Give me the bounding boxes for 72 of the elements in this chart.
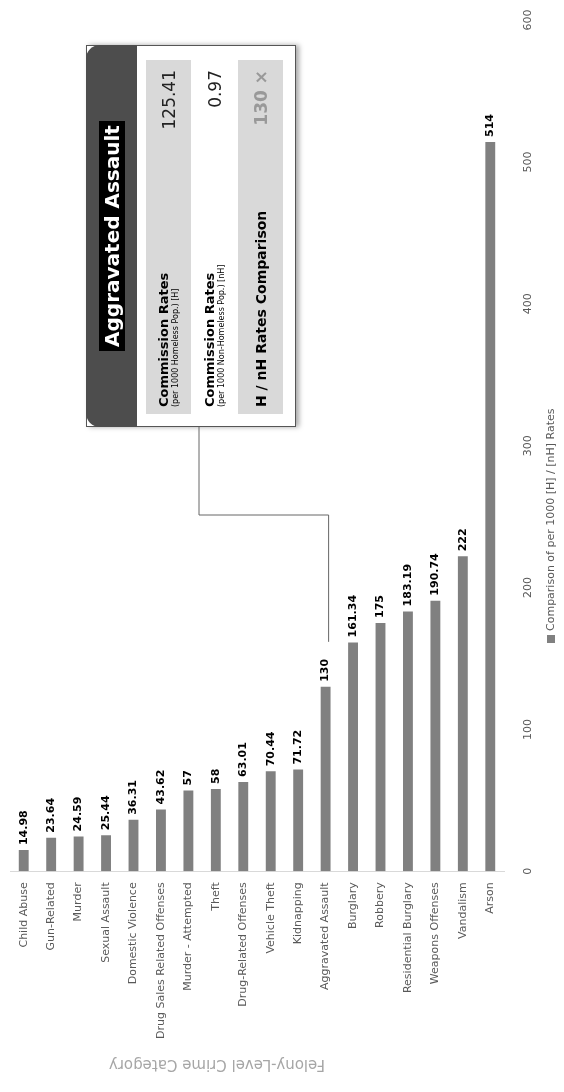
x-tick-label: Vehicle Theft bbox=[263, 881, 277, 954]
y-tick-label: 400 bbox=[520, 293, 534, 315]
data-label: 43.62 bbox=[153, 769, 167, 805]
bar bbox=[18, 850, 29, 872]
x-tick-label: Burglary bbox=[345, 881, 359, 929]
x-tick-label: Robbery bbox=[373, 881, 387, 928]
x-tick-label: Arson bbox=[483, 882, 497, 914]
x-tick-label: Sexual Assault bbox=[98, 881, 112, 963]
bar bbox=[265, 771, 276, 872]
x-tick-label: Drug-Related Offenses bbox=[236, 882, 250, 1007]
annotation: 130 × bbox=[250, 70, 271, 126]
bar bbox=[457, 556, 468, 872]
text: Comparison of per 1000 [H] / [nH] Rates bbox=[544, 408, 557, 632]
data-label: 514 bbox=[483, 113, 497, 138]
bar bbox=[46, 837, 57, 872]
x-tick-label: Aggravated Assault bbox=[318, 881, 332, 990]
x-tick-label: Weapons Offenses bbox=[428, 882, 442, 985]
data-label: 36.31 bbox=[126, 779, 140, 815]
data-label: 14.98 bbox=[16, 810, 30, 846]
x-tick-label: Murder bbox=[71, 881, 85, 922]
bar bbox=[403, 611, 413, 872]
bar bbox=[375, 623, 386, 872]
bar bbox=[101, 835, 111, 872]
x-tick-label: Kidnapping bbox=[291, 882, 305, 945]
data-label: 24.59 bbox=[71, 796, 85, 832]
y-tick-label: 300 bbox=[520, 435, 534, 457]
x-tick-label: Murder - Attempted bbox=[181, 882, 195, 991]
data-label: 161.34 bbox=[345, 594, 359, 638]
y-tick-label: 600 bbox=[520, 9, 534, 31]
y-tick-label: 500 bbox=[520, 151, 534, 173]
y-tick-label: 100 bbox=[520, 718, 534, 740]
x-tick-label: Theft bbox=[208, 881, 222, 912]
data-label: 183.19 bbox=[400, 563, 414, 607]
bar bbox=[238, 781, 249, 872]
y-tick-label: 200 bbox=[520, 577, 534, 599]
bar bbox=[348, 642, 358, 872]
bar bbox=[320, 686, 331, 872]
annotation: (per 1000 Homeless Pop.) [H] bbox=[170, 287, 181, 407]
x-tick-label: Child Abuse bbox=[16, 882, 30, 948]
annotation: 0.97 bbox=[204, 70, 225, 108]
annotation: Commission Rates bbox=[201, 271, 217, 407]
y-tick-label: 0 bbox=[520, 867, 534, 875]
bar bbox=[485, 142, 496, 872]
x-tick-label: Vandalism bbox=[455, 882, 469, 939]
bar bbox=[183, 790, 194, 872]
x-tick-label: Domestic Violence bbox=[126, 882, 140, 985]
data-label: 63.01 bbox=[236, 742, 250, 777]
annotation: 125.41 bbox=[158, 70, 179, 130]
x-tick-label: Drug Sales Related Offenses bbox=[153, 882, 167, 1040]
data-label: 70.44 bbox=[263, 731, 277, 767]
bar bbox=[430, 600, 441, 872]
data-label: 71.72 bbox=[291, 729, 305, 765]
bar bbox=[156, 809, 166, 872]
data-label: 58 bbox=[208, 768, 222, 785]
data-label: 23.64 bbox=[44, 797, 58, 833]
bar bbox=[210, 789, 221, 872]
x-tick-label: Residential Burglary bbox=[400, 881, 414, 994]
data-label: 222 bbox=[455, 528, 469, 552]
data-label: 130 bbox=[318, 658, 332, 682]
annotation: (per 1000 Non-Homeless Pop.) [nH] bbox=[216, 264, 227, 407]
bar bbox=[128, 819, 139, 872]
annotation: Aggravated Assault bbox=[98, 121, 125, 351]
bar bbox=[293, 769, 304, 872]
data-label: 25.44 bbox=[98, 795, 112, 831]
data-label: 175 bbox=[373, 595, 387, 619]
data-label: 57 bbox=[181, 770, 195, 786]
bar bbox=[73, 836, 84, 872]
x-tick-label: Gun-Related bbox=[44, 882, 58, 951]
annotation: H / nH Rates Comparison bbox=[252, 210, 269, 407]
annotation: Commission Rates bbox=[155, 272, 171, 407]
data-label: 190.74 bbox=[428, 552, 442, 596]
x-axis-title: Felony-Level Crime Category bbox=[108, 1056, 326, 1075]
